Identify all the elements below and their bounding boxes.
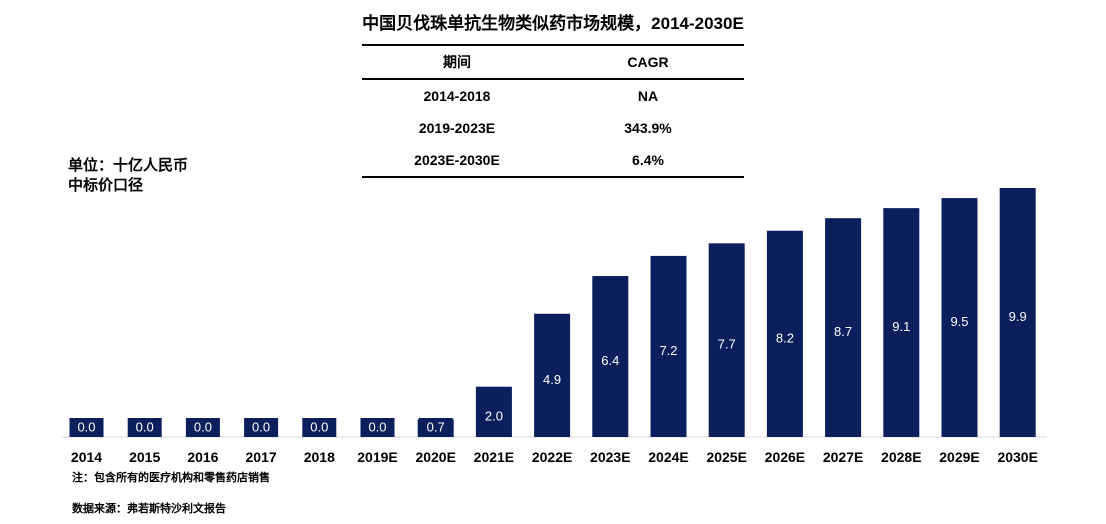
x-tick-label: 2016 bbox=[187, 449, 218, 465]
x-tick-label: 2027E bbox=[823, 449, 863, 465]
table-cell-period: 2023E-2030E bbox=[414, 152, 500, 168]
x-tick-label: 2020E bbox=[415, 449, 455, 465]
unit-line-2: 中标价口径 bbox=[68, 177, 144, 194]
data-label-box bbox=[244, 418, 279, 437]
data-label: 9.1 bbox=[892, 319, 910, 334]
table-header-cagr: CAGR bbox=[627, 54, 669, 70]
bar bbox=[766, 230, 803, 437]
bar bbox=[475, 386, 512, 437]
x-tick-label: 2025E bbox=[706, 449, 746, 465]
x-tick-label: 2015 bbox=[129, 449, 160, 465]
table-row: 2023E-2030E 6.4% bbox=[362, 144, 744, 176]
data-label: 2.0 bbox=[485, 408, 503, 423]
data-label: 0.0 bbox=[368, 419, 386, 434]
bar bbox=[534, 313, 571, 437]
data-label: 6.4 bbox=[601, 353, 619, 368]
data-label: 0.0 bbox=[77, 419, 95, 434]
data-label: 0.7 bbox=[427, 419, 445, 434]
bar bbox=[592, 276, 629, 437]
x-tick-label: 2030E bbox=[997, 449, 1037, 465]
table-header-period: 期间 bbox=[443, 54, 471, 70]
data-label: 0.0 bbox=[310, 419, 328, 434]
x-tick-label: 2018 bbox=[304, 449, 335, 465]
x-tick-label: 2029E bbox=[939, 449, 979, 465]
bar bbox=[883, 208, 920, 437]
bar bbox=[650, 255, 687, 437]
table-header-rule bbox=[362, 78, 744, 80]
data-label: 8.7 bbox=[834, 324, 852, 339]
data-label: 9.5 bbox=[950, 314, 968, 329]
data-label: 4.9 bbox=[543, 372, 561, 387]
table-cell-cagr: 343.9% bbox=[624, 120, 672, 136]
data-label-box bbox=[69, 418, 104, 437]
unit-label: 单位：十亿人民币 中标价口径 bbox=[68, 156, 188, 196]
data-label-box bbox=[360, 418, 395, 437]
table-header-row: 期间 CAGR bbox=[362, 46, 744, 78]
data-label: 9.9 bbox=[1009, 309, 1027, 324]
x-tick-label: 2017 bbox=[246, 449, 277, 465]
table-cell-period: 2014-2018 bbox=[423, 88, 491, 104]
data-label: 8.2 bbox=[776, 330, 794, 345]
x-tick-label: 2014 bbox=[71, 449, 102, 465]
x-tick-label: 2028E bbox=[881, 449, 921, 465]
data-label: 7.2 bbox=[659, 343, 677, 358]
cagr-table: 期间 CAGR 2014-2018 NA 2019-2023E 343.9% 2… bbox=[362, 44, 744, 178]
data-label: 0.0 bbox=[136, 419, 154, 434]
table-cell-cagr: 6.4% bbox=[632, 152, 664, 168]
bar bbox=[825, 218, 862, 437]
x-tick-label: 2021E bbox=[474, 449, 514, 465]
data-label: 0.0 bbox=[252, 419, 270, 434]
chart-title: 中国贝伐珠单抗生物类似药市场规模，2014-2030E bbox=[362, 14, 744, 33]
bar bbox=[999, 188, 1036, 437]
data-label-box bbox=[418, 418, 453, 437]
bar bbox=[708, 243, 745, 437]
table-row: 2019-2023E 343.9% bbox=[362, 112, 744, 144]
data-label-box bbox=[127, 418, 162, 437]
table-cell-period: 2019-2023E bbox=[418, 120, 496, 136]
data-label: 0.0 bbox=[194, 419, 212, 434]
bar bbox=[941, 198, 978, 437]
data-label: 7.7 bbox=[718, 337, 736, 352]
x-tick-label: 2023E bbox=[590, 449, 630, 465]
table-row: 2014-2018 NA bbox=[362, 80, 744, 112]
footnote: 注：包含所有的医疗机构和零售药店销售 bbox=[72, 472, 270, 484]
x-tick-label: 2022E bbox=[532, 449, 572, 465]
data-label-box bbox=[185, 418, 220, 437]
table-bottom-rule bbox=[362, 176, 744, 178]
unit-line-1: 单位：十亿人民币 bbox=[68, 157, 189, 174]
x-tick-label: 2026E bbox=[765, 449, 805, 465]
x-tick-label: 2019E bbox=[357, 449, 397, 465]
table-top-rule bbox=[362, 44, 744, 46]
data-label-box bbox=[302, 418, 337, 437]
table-cell-cagr: NA bbox=[637, 88, 659, 104]
x-tick-label: 2024E bbox=[648, 449, 688, 465]
data-source: 数据来源：弗若斯特沙利文报告 bbox=[72, 503, 226, 515]
